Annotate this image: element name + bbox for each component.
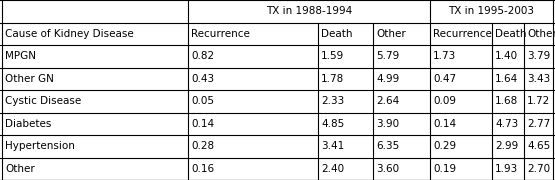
Text: 5.79: 5.79 [376, 51, 399, 61]
Text: Hypertension: Hypertension [5, 141, 75, 151]
Text: 1.64: 1.64 [495, 74, 518, 84]
Text: 4.99: 4.99 [376, 74, 399, 84]
Text: 1.40: 1.40 [495, 51, 518, 61]
Text: 3.90: 3.90 [376, 119, 399, 129]
Text: 0.43: 0.43 [191, 74, 214, 84]
Text: 2.33: 2.33 [321, 96, 344, 106]
Text: Recurrence: Recurrence [191, 29, 250, 39]
Text: Other: Other [376, 29, 406, 39]
Text: 0.29: 0.29 [433, 141, 456, 151]
Text: 0.28: 0.28 [191, 141, 214, 151]
Text: Other: Other [5, 164, 35, 174]
Text: 2.99: 2.99 [495, 141, 518, 151]
Text: Other: Other [527, 29, 555, 39]
Text: 1.59: 1.59 [321, 51, 344, 61]
Text: 0.14: 0.14 [191, 119, 214, 129]
Text: 0.14: 0.14 [433, 119, 456, 129]
Text: 2.77: 2.77 [527, 119, 550, 129]
Text: Diabetes: Diabetes [5, 119, 52, 129]
Text: 1.72: 1.72 [527, 96, 550, 106]
Text: 2.40: 2.40 [321, 164, 344, 174]
Text: 2.70: 2.70 [527, 164, 550, 174]
Text: 3.79: 3.79 [527, 51, 550, 61]
Text: Other GN: Other GN [5, 74, 54, 84]
Text: TX in 1988-1994: TX in 1988-1994 [266, 6, 352, 16]
Text: Cause of Kidney Disease: Cause of Kidney Disease [5, 29, 134, 39]
Text: 1.68: 1.68 [495, 96, 518, 106]
Text: 0.19: 0.19 [433, 164, 456, 174]
Text: 4.73: 4.73 [495, 119, 518, 129]
Text: 3.43: 3.43 [527, 74, 550, 84]
Text: 0.05: 0.05 [191, 96, 214, 106]
Text: 4.85: 4.85 [321, 119, 344, 129]
Text: 0.09: 0.09 [433, 96, 456, 106]
Text: 3.60: 3.60 [376, 164, 399, 174]
Text: 0.47: 0.47 [433, 74, 456, 84]
Text: 1.73: 1.73 [433, 51, 456, 61]
Text: 6.35: 6.35 [376, 141, 399, 151]
Text: TX in 1995-2003: TX in 1995-2003 [448, 6, 534, 16]
Text: 4.65: 4.65 [527, 141, 550, 151]
Text: 3.41: 3.41 [321, 141, 344, 151]
Text: 1.93: 1.93 [495, 164, 518, 174]
Text: 1.78: 1.78 [321, 74, 344, 84]
Text: MPGN: MPGN [5, 51, 36, 61]
Text: Death: Death [495, 29, 527, 39]
Text: 0.16: 0.16 [191, 164, 214, 174]
Text: Recurrence: Recurrence [433, 29, 492, 39]
Text: 0.82: 0.82 [191, 51, 214, 61]
Text: Death: Death [321, 29, 352, 39]
Text: Cystic Disease: Cystic Disease [5, 96, 81, 106]
Text: 2.64: 2.64 [376, 96, 399, 106]
